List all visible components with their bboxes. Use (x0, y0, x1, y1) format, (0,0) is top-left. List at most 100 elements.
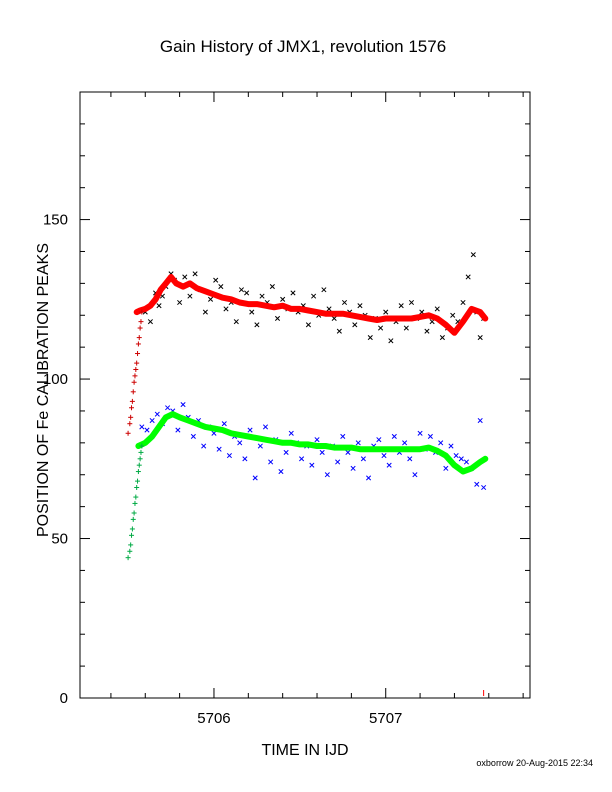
lower-scatter-point (154, 411, 160, 417)
lower-ramp-point (129, 532, 135, 538)
marker-stroke (350, 465, 356, 471)
marker-stroke (412, 472, 418, 478)
x-axis-title: TIME IN IJD (261, 742, 348, 759)
upper-ramp-point (132, 373, 138, 379)
lower-scatter-point (201, 443, 207, 449)
lower-scatter-point (324, 472, 330, 478)
upper-scatter-point (156, 303, 162, 309)
lower-fit-point (460, 469, 466, 475)
marker-stroke (249, 309, 255, 315)
marker-stroke (367, 335, 373, 341)
marker-stroke (319, 449, 325, 455)
lower-fit-point (156, 424, 162, 430)
upper-fit-point (187, 280, 193, 286)
marker-stroke (448, 443, 454, 449)
lower-scatter-point (360, 456, 366, 462)
marker-stroke (427, 433, 433, 440)
upper-fit-point (158, 287, 164, 293)
upper-fit-point (168, 274, 174, 280)
marker-stroke (259, 293, 265, 299)
upper-ramp-point (136, 335, 142, 341)
upper-fit-point (477, 309, 483, 315)
lower-scatter-point (299, 456, 305, 462)
lower-scatter-point (175, 427, 181, 433)
marker-stroke (144, 427, 150, 433)
lower-ramp-point (135, 478, 141, 484)
upper-scatter-point (378, 325, 384, 331)
upper-scatter-point (357, 303, 363, 309)
marker-stroke (278, 468, 284, 475)
marker-stroke (424, 328, 430, 334)
upper-fit-point (340, 311, 346, 317)
lower-ramp-point (139, 443, 145, 449)
marker-stroke (299, 456, 305, 462)
upper-ramp-point (129, 405, 135, 411)
lower-scatter-point (335, 459, 341, 465)
upper-fit-point (374, 317, 380, 323)
marker-stroke (419, 309, 425, 315)
lower-fit-point (149, 433, 155, 439)
upper-fit-point (434, 315, 440, 321)
marker-stroke (201, 443, 207, 449)
upper-scatter-point (207, 296, 214, 302)
upper-fit-point (202, 288, 208, 294)
lower-fit-point (202, 424, 208, 430)
lower-scatter-point (268, 459, 274, 465)
upper-fit-point (348, 312, 354, 318)
marker-stroke (262, 424, 269, 430)
upper-scatter-point (336, 328, 342, 334)
x-tick-label: 5707 (369, 710, 402, 727)
marker-stroke (453, 453, 459, 459)
lower-fit-point (323, 443, 329, 449)
lower-fit-point (163, 414, 169, 420)
upper-scatter-point (177, 299, 183, 306)
lower-fit-point (374, 446, 380, 452)
lower-fit-point (340, 445, 346, 451)
upper-fit-point (451, 330, 457, 336)
marker-stroke (202, 309, 208, 315)
marker-stroke (402, 440, 408, 446)
marker-stroke (139, 424, 145, 430)
lower-fit-point (366, 446, 372, 452)
lower-scatter-point (252, 475, 258, 481)
upper-fit-point (482, 315, 488, 321)
marker-stroke (221, 421, 227, 427)
marker-stroke (357, 303, 363, 309)
lower-fit-point (237, 432, 243, 438)
chart-title: Gain History of JMX1, revolution 1576 (160, 37, 446, 56)
lower-ramp-point (134, 484, 140, 490)
lower-fit-point (357, 446, 363, 452)
lower-scatter-point (340, 433, 346, 440)
marker-stroke (365, 475, 372, 481)
marker-stroke (434, 306, 440, 312)
upper-scatter-point (238, 287, 245, 293)
lower-scatter-point (345, 449, 351, 455)
upper-scatter-point (259, 293, 265, 299)
lower-ramp-point (135, 469, 141, 475)
upper-fit-line (133, 274, 489, 336)
upper-scatter-point (218, 284, 224, 290)
marker-stroke (403, 325, 409, 331)
lower-fit-point (280, 440, 286, 446)
upper-ramp-point (134, 360, 140, 366)
upper-fit-point (305, 307, 311, 313)
lower-scatter-point (376, 437, 382, 443)
upper-scatter-point (367, 335, 373, 341)
upper-fit-point (408, 315, 414, 321)
upper-scatter-point (331, 315, 337, 322)
upper-fit-point (254, 301, 260, 307)
upper-scatter-point (352, 322, 358, 328)
marker-stroke (223, 306, 229, 312)
marker-stroke (336, 328, 342, 334)
upper-fit-point (366, 315, 372, 321)
marker-stroke (455, 319, 461, 325)
marker-stroke (154, 411, 160, 417)
marker-stroke (237, 440, 243, 446)
upper-scatter-point (321, 287, 327, 293)
lower-scatter-point (314, 437, 320, 443)
upper-fit-point (163, 280, 169, 286)
lower-scatter-point (412, 472, 418, 478)
lower-scatter-point (427, 433, 433, 440)
upper-ramp-point (135, 341, 141, 347)
